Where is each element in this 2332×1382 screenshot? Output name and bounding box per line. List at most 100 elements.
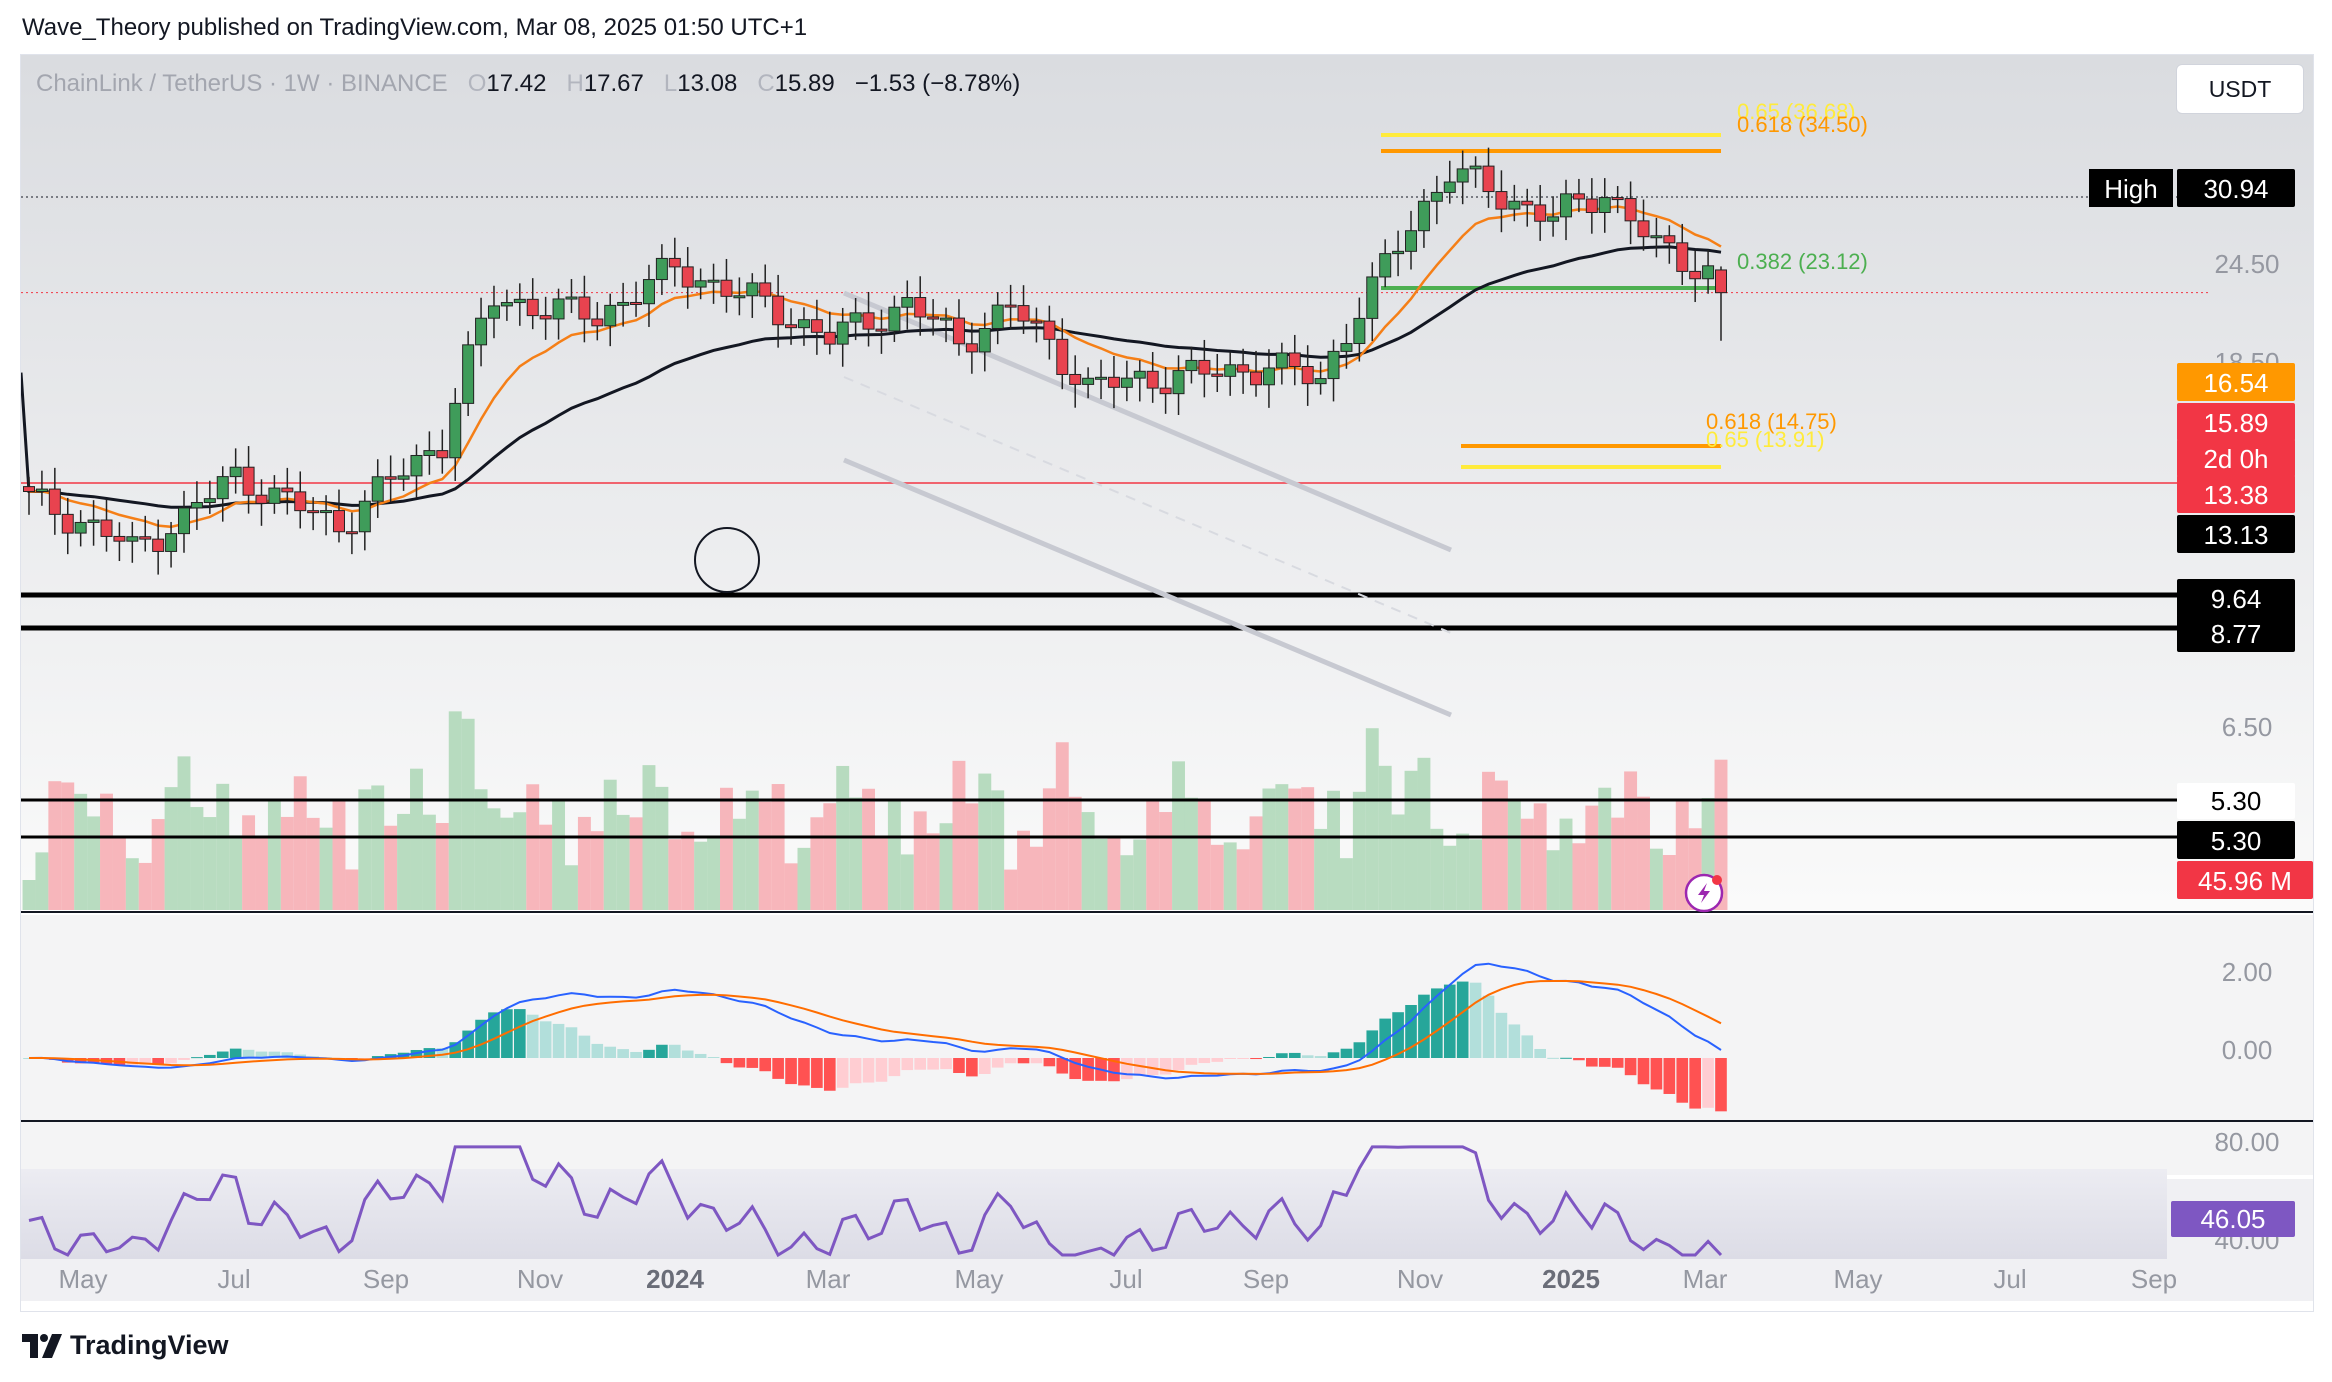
candle-down: [1146, 370, 1159, 389]
last-price-tag-bg: [2177, 403, 2295, 441]
volume-bar-up: [1339, 858, 1353, 910]
volume-bar-up: [125, 858, 139, 910]
candle-down: [720, 279, 733, 297]
x-axis-tick: Mar: [806, 1264, 851, 1294]
high-value-tag-bg: [2177, 169, 2295, 207]
macd-histogram-bar: [1237, 1058, 1249, 1059]
candle-up: [1082, 377, 1095, 385]
macd-histogram-bar: [191, 1057, 203, 1059]
volume-bar-down: [539, 824, 553, 910]
red-level-tag: 13.38: [2203, 480, 2268, 510]
candle-down: [1572, 193, 1585, 200]
volume-bar-down: [1585, 805, 1599, 910]
volume-bar-up: [1275, 784, 1289, 910]
candle-down: [759, 282, 772, 297]
volume-bar-down: [48, 781, 62, 910]
candle-up: [1340, 343, 1353, 352]
x-axis-tick: Mar: [1683, 1264, 1728, 1294]
volume-value-tag-bg: [2177, 861, 2313, 899]
macd-histogram-bar: [578, 1035, 591, 1058]
macd-histogram-bar: [591, 1043, 604, 1058]
macd-histogram-bar: [1224, 1058, 1237, 1059]
macd-histogram-bar: [1469, 982, 1482, 1058]
candle-up: [1702, 265, 1715, 280]
macd-histogram-bar: [849, 1058, 862, 1084]
volume-bar-up: [1443, 845, 1457, 910]
candle-down: [1482, 165, 1495, 193]
candle-down: [1069, 373, 1082, 385]
candle-up: [940, 317, 953, 321]
high-value-tag: 30.94: [2203, 174, 2268, 204]
candle-up: [1262, 367, 1275, 386]
volume-bar-up: [1352, 791, 1366, 910]
rsi-value-tag-bg: [2171, 1201, 2295, 1237]
candle-up: [746, 282, 759, 297]
volume-bar-up: [1417, 757, 1431, 910]
macd-histogram-bar: [488, 1012, 500, 1058]
candle-up: [1560, 193, 1573, 218]
candle-down: [100, 519, 113, 537]
candle-up: [165, 533, 178, 552]
x-axis-tick: Jul: [217, 1264, 250, 1294]
volume-bar-up: [1546, 850, 1560, 910]
volume-bar-up: [422, 814, 436, 910]
chart-frame[interactable]: 0.65 (36.68) 0.618 (34.50) 0.382 (23.12) 0.…: [20, 54, 2314, 1312]
candle-down: [1495, 191, 1508, 210]
flash-icon[interactable]: [1684, 873, 1724, 913]
macd-histogram-bar: [1534, 1048, 1546, 1058]
ema-200-value-tag-bg: [2177, 515, 2295, 553]
volume-bar-down: [629, 817, 643, 910]
x-axis-tick: Nov: [517, 1264, 563, 1294]
candle-up: [1224, 364, 1237, 377]
volume-bar-up: [203, 817, 217, 910]
candle-down: [1030, 320, 1043, 324]
macd-histogram-bar: [604, 1046, 617, 1058]
chart-canvas[interactable]: 0.65 (36.68)0.618 (34.50) 0.382 (23.12) 0.…: [21, 55, 2313, 1311]
ema-200-value-tag: 13.13: [2203, 520, 2268, 550]
candle-down: [345, 531, 358, 535]
volume-bar-up: [1365, 728, 1379, 910]
macd-histogram-bar: [268, 1051, 281, 1058]
level-9-64-tag-bg: [2177, 579, 2295, 617]
volume-bar-up: [1404, 770, 1418, 910]
macd-histogram-bar: [927, 1058, 939, 1070]
macd-histogram-bar: [914, 1058, 927, 1070]
candles-layer[interactable]: [23, 147, 1727, 575]
levels-layer: [21, 133, 2211, 839]
candle-up: [410, 454, 423, 477]
candle-up: [1314, 378, 1327, 385]
candle-down: [294, 491, 307, 512]
volume-bar-up: [732, 818, 746, 910]
open-label: O: [467, 70, 487, 97]
cross-marker-circle: [694, 527, 760, 593]
macd-histogram-bar: [449, 1042, 462, 1058]
ema-50-value-tag: 16.54: [2203, 368, 2268, 398]
candle-down: [1663, 235, 1676, 244]
macd-histogram-bar: [991, 1058, 1004, 1068]
volume-bar-down: [668, 839, 682, 910]
volume-bar-up: [177, 756, 191, 910]
volume-bar-down: [1301, 787, 1315, 910]
macd-histogram-bar: [1340, 1048, 1353, 1058]
macd-histogram-bar: [1392, 1012, 1404, 1058]
candle-down: [1237, 364, 1250, 373]
currency-button[interactable]: USDT: [2176, 64, 2304, 114]
candle-down: [48, 488, 61, 515]
candle-down: [952, 317, 965, 345]
volume-bar-down: [758, 801, 772, 910]
symbol-name[interactable]: ChainLink / TetherUS · 1W · BINANCE: [36, 70, 448, 97]
volume-bar-up: [1469, 839, 1483, 910]
candle-down: [875, 328, 888, 332]
macd-histogram-bar: [1043, 1058, 1056, 1067]
volume-bar-down: [1004, 869, 1018, 910]
macd-histogram-bar: [746, 1058, 759, 1068]
volume-bar-up: [707, 837, 721, 910]
macd-histogram-bar: [1288, 1052, 1301, 1058]
volume-bar-down: [1494, 780, 1508, 910]
volume-bar-down: [1249, 816, 1263, 910]
macd-histogram-bar: [539, 1021, 552, 1058]
candle-up: [1120, 377, 1133, 388]
volume-bar-up: [900, 854, 914, 910]
macd-histogram-bar: [1030, 1058, 1043, 1064]
footer: TradingView: [22, 1330, 229, 1361]
